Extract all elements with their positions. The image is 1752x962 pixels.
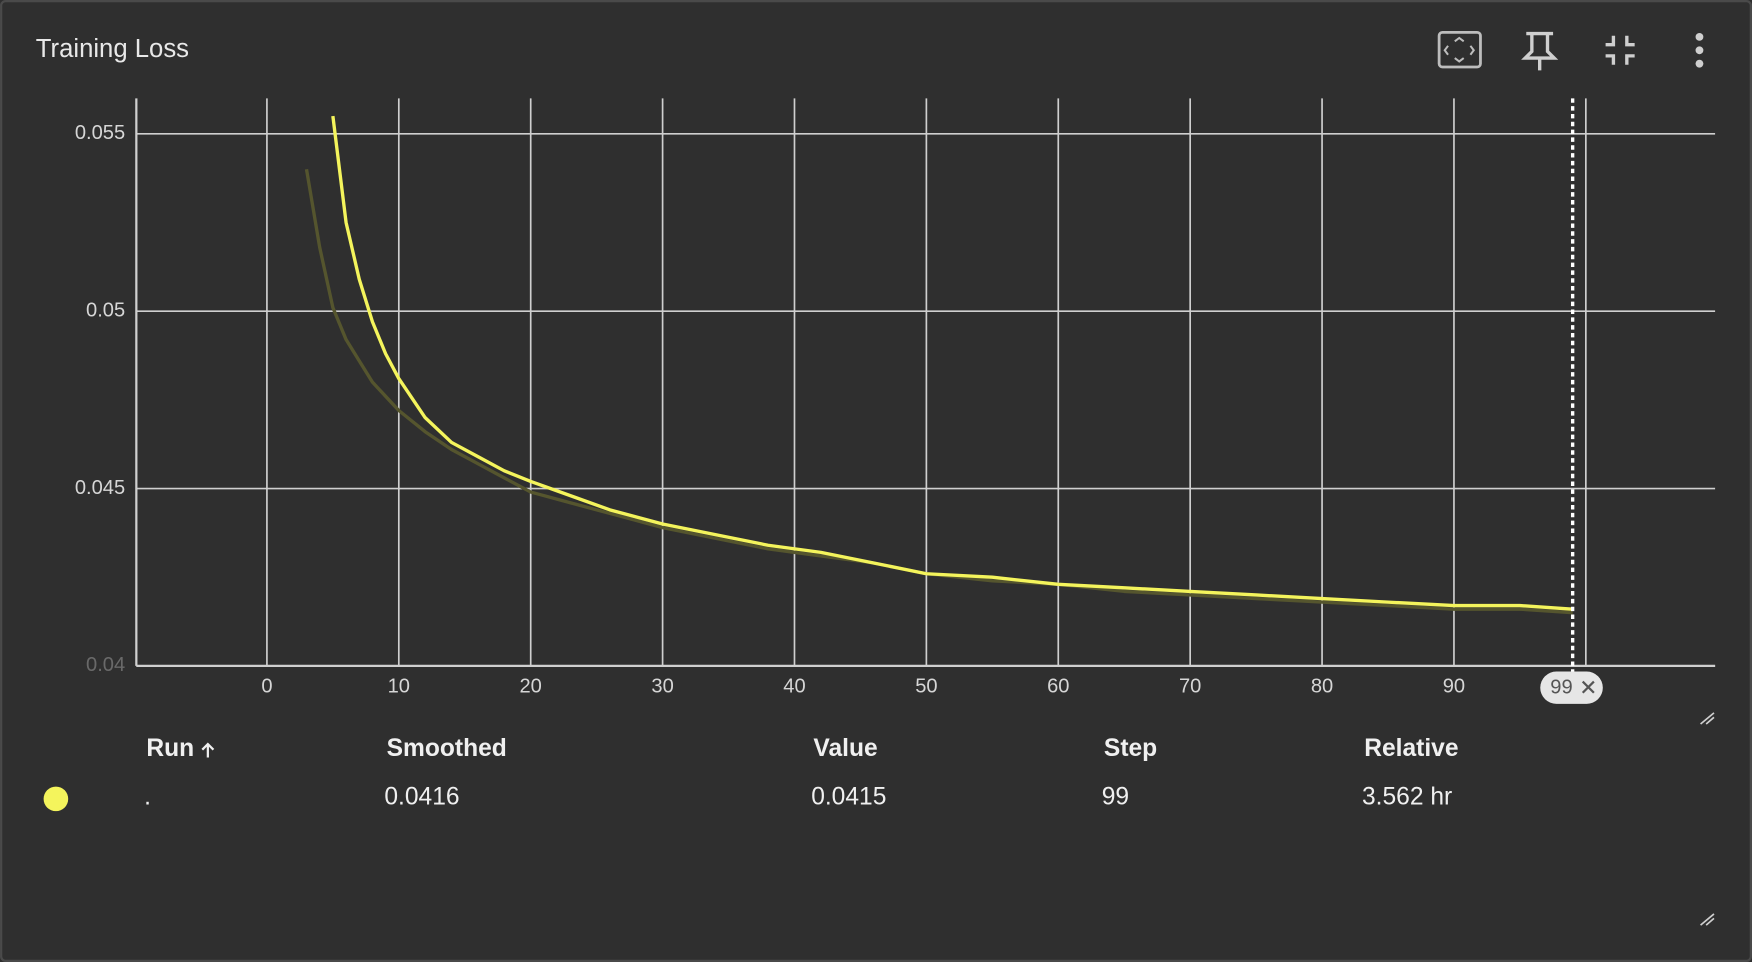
column-header[interactable]: Step — [1104, 735, 1157, 762]
x-tick-label: 10 — [388, 675, 410, 697]
x-tick-label: 90 — [1443, 675, 1465, 697]
x-tick-label: 40 — [783, 675, 805, 697]
cursor-step-label: 99 — [1550, 677, 1572, 699]
cursor-remove-icon[interactable] — [1581, 680, 1595, 694]
series-line — [331, 115, 1573, 611]
data-table: Run Smoothed Value Step Relative. 0.0416 0.041… — [43, 735, 1459, 812]
x-tick-label: 50 — [915, 675, 937, 697]
table-cell: 0.0416 — [384, 783, 459, 810]
x-tick-label: 0 — [261, 675, 272, 697]
table-cell: 3.562 hr — [1362, 783, 1452, 810]
pin-button[interactable] — [1521, 31, 1559, 71]
table-cell: 0.0415 — [811, 783, 886, 810]
collapse-button[interactable] — [1605, 35, 1635, 65]
x-tick-label: 70 — [1179, 675, 1201, 697]
table-cell: 99 — [1102, 783, 1129, 810]
y-tick-label: 0.055 — [75, 122, 125, 144]
column-header[interactable]: Relative — [1364, 735, 1458, 762]
sort-ascending-icon[interactable] — [201, 742, 215, 758]
x-tick-label: 80 — [1311, 675, 1333, 697]
plot-lines — [304, 115, 1573, 615]
column-header[interactable]: Value — [813, 735, 877, 762]
x-tick-label: 20 — [520, 675, 542, 697]
column-header[interactable]: Smoothed — [387, 735, 507, 762]
column-header[interactable]: Run — [146, 735, 194, 762]
cursor-badge[interactable] — [1540, 671, 1603, 704]
x-tick-label: 30 — [651, 675, 673, 697]
card-title: Training Loss — [36, 35, 189, 63]
fit-domain-button[interactable] — [1437, 31, 1482, 69]
x-tick-label: 60 — [1047, 675, 1069, 697]
y-tick-label: 0.045 — [75, 477, 125, 499]
resize-handle[interactable] — [1700, 913, 1715, 926]
more-menu-button[interactable] — [1695, 32, 1704, 68]
step-cursor: 99 — [1540, 98, 1603, 704]
y-tick-label: 0.05 — [86, 299, 125, 321]
table-cell: . — [144, 783, 151, 810]
y-tick-label: 0.04 — [86, 654, 125, 676]
resize-handle[interactable] — [1700, 712, 1715, 725]
run-color-dot — [43, 786, 69, 812]
series-line — [304, 168, 1573, 615]
